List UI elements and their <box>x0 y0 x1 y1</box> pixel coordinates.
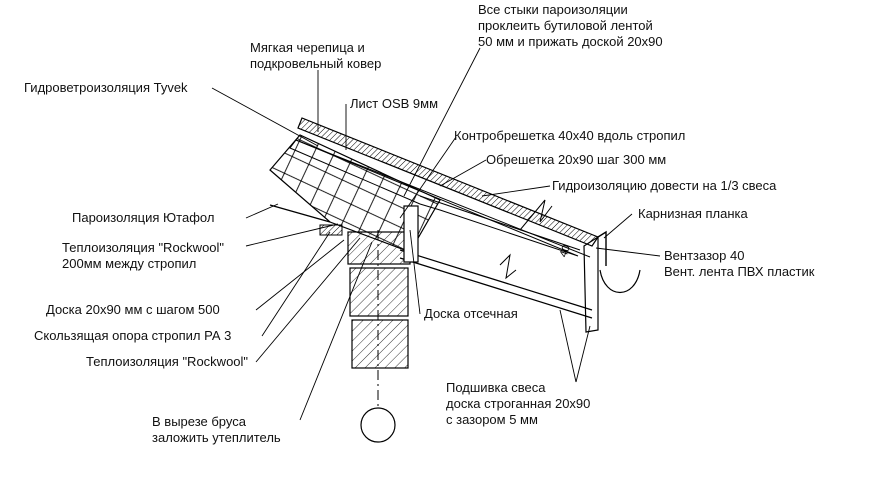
dimension-40-text: 40 <box>558 243 573 259</box>
leader-waterproofing <box>481 185 551 197</box>
counter-batten-line <box>419 195 581 251</box>
label-vent-gap: Вентзазор 40 Вент. лента ПВХ пластик <box>664 248 815 279</box>
leader-vapor-barrier <box>245 203 279 219</box>
vapor-barrier-line <box>269 204 331 223</box>
leader-soffit-1 <box>559 309 577 383</box>
label-insulation: Теплоизоляция "Rockwool" <box>86 354 249 369</box>
beam-top <box>347 231 411 265</box>
leader-counter-batten <box>399 136 457 219</box>
leader-vent-gap <box>595 247 661 257</box>
log-wall <box>319 205 419 443</box>
label-vapor-joints: Все стыки пароизоляции проклеить бутилов… <box>478 2 663 49</box>
label-osb: Лист OSB 9мм <box>350 96 439 111</box>
label-vapor-barrier: Пароизоляция Ютафол <box>72 210 215 225</box>
beam-lower <box>351 319 409 369</box>
label-roof-covering: Мягкая черепица и подкровельный ковер <box>250 40 382 71</box>
leader-board-500 <box>255 239 345 311</box>
leader-lines <box>211 47 661 421</box>
label-counter-batten: Контробрешетка 40х40 вдоль стропил <box>454 128 686 143</box>
eave-strip <box>597 230 607 266</box>
leader-batten <box>439 159 487 187</box>
leader-wind-membrane <box>211 87 319 147</box>
label-soffit: Подшивка свеса доска строганная 20х90 с … <box>446 380 591 427</box>
soffit-bottom-line <box>399 257 593 319</box>
cutoff-board <box>403 205 419 263</box>
break-line-right <box>519 199 553 231</box>
label-sliding-support: Скользящая опора стропил РА 3 <box>34 328 232 343</box>
label-wind-membrane: Гидроветроизоляция Tyvek <box>24 80 188 95</box>
roof-layers: 40 <box>269 117 607 333</box>
label-waterproofing: Гидроизоляцию довести на 1/3 свеса <box>552 178 777 193</box>
leader-insulation-rafters <box>245 223 339 247</box>
insulation-between-rafters <box>269 134 441 253</box>
fascia-board <box>583 235 599 333</box>
soffit-top-line <box>399 249 593 311</box>
leader-soffit-2 <box>575 325 591 383</box>
label-batten: Обрешетка 20х90 шаг 300 мм <box>486 152 667 167</box>
leader-beam-cutout <box>299 241 373 421</box>
leader-eave-strip <box>603 213 633 239</box>
leader-vapor-joints <box>403 47 481 197</box>
axis-marker-circle <box>360 407 396 443</box>
leader-cutoff-board <box>409 229 421 315</box>
gutter <box>599 269 641 294</box>
break-line-left <box>499 253 517 280</box>
label-eave-strip: Карнизная планка <box>638 206 748 221</box>
beam-middle <box>349 267 409 317</box>
label-cutoff-board: Доска отсечная <box>424 306 518 321</box>
leader-sliding-support <box>261 231 331 337</box>
label-beam-cutout: В вырезе бруса заложить утеплитель <box>152 414 281 445</box>
leader-insulation <box>255 237 361 363</box>
label-board-500: Доска 20х90 мм с шагом 500 <box>46 302 220 317</box>
sliding-support <box>319 224 343 236</box>
label-insulation-rafters: Теплоизоляция "Rockwool" 200мм между стр… <box>62 240 225 271</box>
